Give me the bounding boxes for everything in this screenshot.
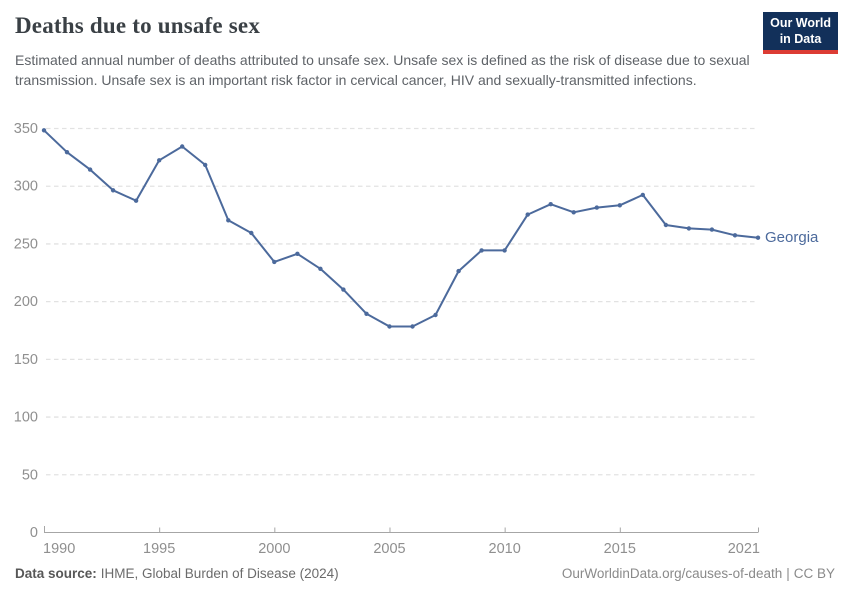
data-point[interactable] — [686, 226, 692, 231]
series-label-georgia[interactable]: Georgia — [765, 229, 819, 246]
footer-links: OurWorldinData.org/causes-of-death | CC BY — [562, 566, 835, 581]
data-point[interactable] — [548, 202, 553, 207]
y-tick-label: 0 — [30, 525, 38, 541]
georgia-line[interactable] — [43, 129, 759, 328]
data-point[interactable] — [502, 248, 507, 253]
data-point[interactable] — [433, 312, 438, 318]
data-point[interactable] — [525, 212, 530, 217]
y-tick-label: 50 — [22, 467, 38, 483]
data-point[interactable] — [157, 158, 162, 163]
data-source-label: Data source: — [15, 566, 97, 581]
gridlines — [46, 127, 758, 476]
data-point[interactable] — [387, 324, 392, 329]
y-tick-label: 250 — [14, 236, 38, 252]
y-tick-label: 150 — [14, 352, 38, 368]
data-point[interactable] — [64, 150, 70, 155]
data-point[interactable] — [456, 268, 461, 274]
x-tick-label: 1990 — [43, 541, 75, 557]
owid-logo-text-line2: in Data — [779, 31, 822, 46]
data-point[interactable] — [709, 227, 715, 232]
x-tick-label: 2000 — [258, 541, 290, 557]
data-point[interactable] — [755, 235, 761, 240]
data-point[interactable] — [203, 162, 208, 168]
y-axis-labels: 0 50 100 150 200 250 300 350 — [14, 121, 38, 541]
chart-subtitle: Estimated annual number of deaths attrib… — [15, 52, 750, 88]
data-point[interactable] — [249, 230, 254, 236]
data-point[interactable] — [110, 188, 116, 193]
data-point[interactable] — [87, 167, 93, 172]
y-tick-label: 100 — [14, 410, 38, 426]
data-point[interactable] — [226, 218, 231, 223]
data-point[interactable] — [571, 210, 576, 215]
data-source-value: IHME, Global Burden of Disease (2024) — [100, 566, 339, 581]
owid-logo-text-line1: Our World — [770, 16, 831, 30]
x-tick-label: 1995 — [143, 541, 175, 557]
data-point[interactable] — [41, 128, 47, 133]
y-tick-label: 200 — [14, 294, 38, 310]
owid-url-link[interactable]: OurWorldinData.org/causes-of-death — [561, 566, 783, 581]
data-point[interactable] — [341, 287, 346, 292]
data-point[interactable] — [640, 192, 645, 198]
x-tick-label: 2021 — [728, 541, 760, 557]
owid-logo[interactable]: Our World in Data — [763, 12, 838, 55]
data-source: Data source: IHME, Global Burden of Disea… — [15, 566, 339, 581]
data-point[interactable] — [594, 205, 599, 210]
data-point[interactable] — [133, 198, 139, 203]
x-tick-label: 2015 — [604, 541, 636, 557]
y-tick-label: 300 — [14, 179, 38, 195]
data-point[interactable] — [663, 222, 669, 228]
data-point[interactable] — [410, 324, 415, 329]
chart-title: Deaths due to unsafe sex — [15, 13, 261, 38]
x-axis-labels: 1990 1995 2000 2005 2010 2015 2021 — [43, 541, 760, 557]
data-point[interactable] — [295, 251, 300, 256]
license-label: CC BY — [793, 566, 835, 581]
x-tick-label: 2010 — [489, 541, 521, 557]
data-point[interactable] — [364, 311, 369, 316]
data-point[interactable] — [180, 144, 185, 149]
data-point[interactable] — [272, 259, 277, 265]
x-tick-label: 2005 — [373, 541, 405, 557]
data-point[interactable] — [318, 266, 323, 271]
data-point[interactable] — [479, 248, 484, 253]
series-georgia[interactable]: Georgia — [41, 128, 819, 329]
footer-divider: | — [786, 566, 790, 581]
y-tick-label: 350 — [14, 121, 38, 137]
data-point[interactable] — [617, 203, 622, 208]
x-axis — [44, 526, 759, 533]
data-point[interactable] — [732, 233, 738, 238]
chart-footer: Data source: IHME, Global Burden of Disea… — [15, 566, 835, 581]
